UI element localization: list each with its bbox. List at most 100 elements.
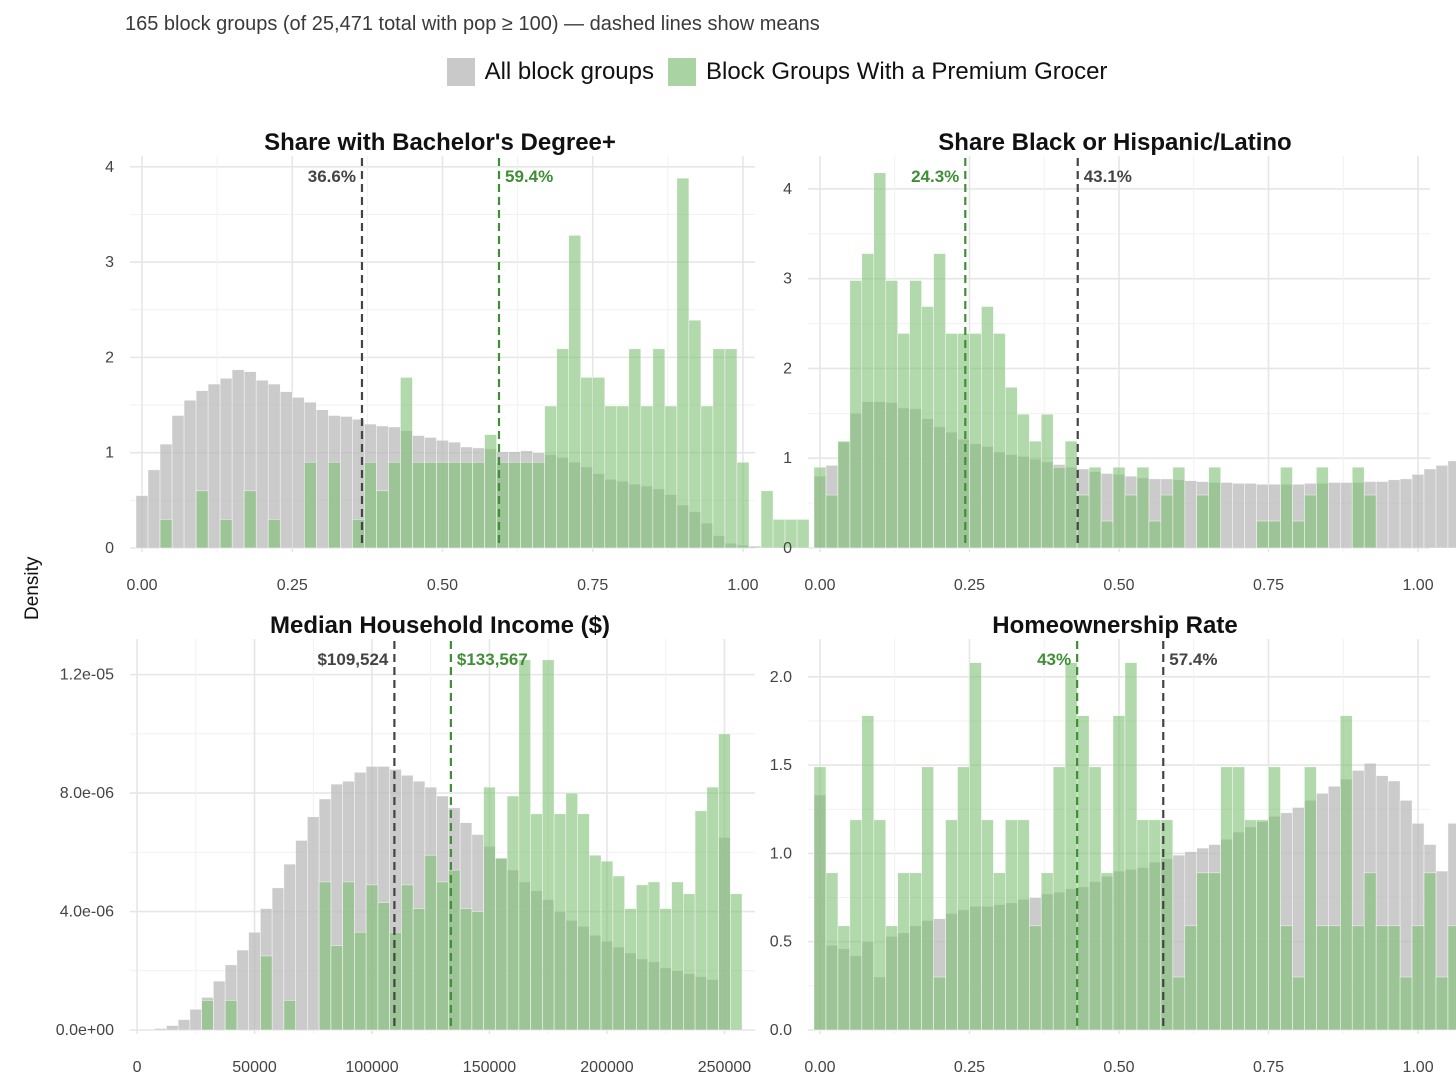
bar-all-block-groups — [177, 1019, 191, 1031]
bar-premium-grocer — [825, 494, 839, 549]
bar-premium-grocer — [640, 405, 654, 549]
bar-premium-grocer — [577, 813, 590, 1031]
legend: All block groups Block Groups With a Pre… — [0, 58, 1456, 86]
y-tick-label: 4 — [105, 159, 114, 176]
bar-premium-grocer — [1208, 872, 1221, 1031]
bar-premium-grocer — [568, 235, 582, 549]
chart-subtitle: 165 block groups (of 25,471 total with p… — [125, 13, 820, 35]
bar-premium-grocer — [849, 819, 863, 1031]
bar-premium-grocer — [736, 461, 750, 549]
bar-premium-grocer — [1124, 662, 1138, 1031]
bar-all-block-groups — [171, 415, 185, 549]
bar-premium-grocer — [1124, 494, 1138, 549]
bar-premium-grocer — [342, 881, 355, 1031]
bar-premium-grocer — [659, 908, 672, 1031]
bar-premium-grocer — [885, 280, 899, 549]
bar-premium-grocer — [1196, 494, 1210, 549]
bar-premium-grocer — [1100, 872, 1114, 1031]
bar-premium-grocer — [1184, 925, 1198, 1031]
x-tick-label: 1.00 — [727, 577, 758, 594]
bar-premium-grocer — [243, 490, 257, 549]
bar-premium-grocer — [436, 461, 449, 549]
bar-premium-grocer — [1052, 466, 1066, 549]
x-tick-label: 0 — [133, 1059, 142, 1076]
y-tick-label: 0 — [783, 540, 792, 557]
bar-premium-grocer — [159, 519, 173, 549]
bar-premium-grocer — [993, 333, 1006, 549]
bar-premium-grocer — [624, 908, 637, 1031]
bar-premium-grocer — [873, 819, 887, 1031]
bar-premium-grocer — [981, 306, 994, 549]
bar-premium-grocer — [849, 280, 863, 549]
bar-premium-grocer — [1208, 466, 1221, 549]
bar-premium-grocer — [616, 405, 630, 549]
bar-all-block-groups — [231, 369, 245, 549]
bar-premium-grocer — [365, 884, 379, 1031]
bar-premium-grocer — [671, 881, 684, 1031]
bar-premium-grocer — [1256, 520, 1269, 549]
bar-premium-grocer — [1136, 819, 1150, 1031]
bar-premium-grocer — [1435, 976, 1449, 1031]
x-tick-label: 0.25 — [954, 1059, 985, 1076]
bar-premium-grocer — [1076, 715, 1090, 1031]
bar-all-block-groups — [1244, 483, 1257, 549]
bar-premium-grocer — [969, 662, 982, 1031]
bar-premium-grocer — [283, 1000, 296, 1031]
bar-premium-grocer — [933, 253, 946, 549]
y-tick-label: 0.0 — [770, 1022, 792, 1039]
x-tick-label: 0.00 — [126, 577, 157, 594]
bar-premium-grocer — [1351, 466, 1365, 549]
bar-all-block-groups — [1339, 482, 1353, 549]
bar-premium-grocer — [224, 1000, 238, 1031]
x-tick-label: 50000 — [232, 1059, 277, 1076]
bar-premium-grocer — [1160, 494, 1174, 549]
bar-premium-grocer — [354, 931, 367, 1031]
bar-all-block-groups — [183, 399, 197, 549]
bar-premium-grocer — [484, 434, 497, 549]
bar-premium-grocer — [580, 377, 594, 549]
bar-premium-grocer — [260, 955, 273, 1031]
bar-premium-grocer — [1292, 976, 1305, 1031]
bar-premium-grocer — [553, 813, 567, 1031]
bar-premium-grocer — [628, 348, 642, 549]
y-tick-label: 0.0e+00 — [56, 1022, 114, 1039]
bar-premium-grocer — [412, 461, 425, 549]
bar-premium-grocer — [201, 1000, 214, 1031]
bar-all-block-groups — [166, 1025, 179, 1031]
bar-premium-grocer — [424, 461, 437, 549]
bar-premium-grocer — [969, 333, 982, 549]
bar-premium-grocer — [1375, 925, 1389, 1031]
bar-premium-grocer — [388, 461, 401, 549]
bar-premium-grocer — [897, 872, 910, 1031]
mean-label-premium: 59.4% — [505, 167, 553, 186]
mean-label-all: 36.6% — [308, 167, 356, 186]
x-tick-label: 0.00 — [804, 577, 835, 594]
bar-premium-grocer — [1148, 520, 1162, 549]
bar-premium-grocer — [1280, 925, 1293, 1031]
bar-premium-grocer — [604, 405, 618, 549]
bar-premium-grocer — [1064, 662, 1078, 1031]
legend-item-premium: Block Groups With a Premium Grocer — [667, 58, 1107, 86]
bar-premium-grocer — [508, 461, 521, 549]
bar-premium-grocer — [647, 881, 661, 1031]
y-tick-label: 4.0e-06 — [60, 904, 114, 921]
mean-label-all: 43.1% — [1084, 167, 1132, 186]
bar-all-block-groups — [1411, 474, 1425, 549]
legend-label-all: All block groups — [484, 58, 654, 85]
bar-premium-grocer — [495, 857, 508, 1031]
bar-all-block-groups — [248, 931, 261, 1031]
bar-premium-grocer — [1040, 872, 1054, 1031]
y-tick-label: 1.5 — [770, 757, 792, 774]
bar-all-block-groups — [340, 416, 353, 549]
bar-premium-grocer — [933, 976, 946, 1031]
bar-premium-grocer — [1363, 494, 1377, 549]
bar-premium-grocer — [436, 881, 449, 1031]
y-tick-label: 3 — [783, 271, 792, 288]
bar-all-block-groups — [307, 816, 320, 1031]
bar-premium-grocer — [483, 786, 496, 1031]
y-tick-label: 0 — [105, 540, 114, 557]
bar-premium-grocer — [1328, 925, 1341, 1031]
bar-all-block-groups — [1423, 468, 1437, 549]
bar-premium-grocer — [945, 819, 958, 1031]
